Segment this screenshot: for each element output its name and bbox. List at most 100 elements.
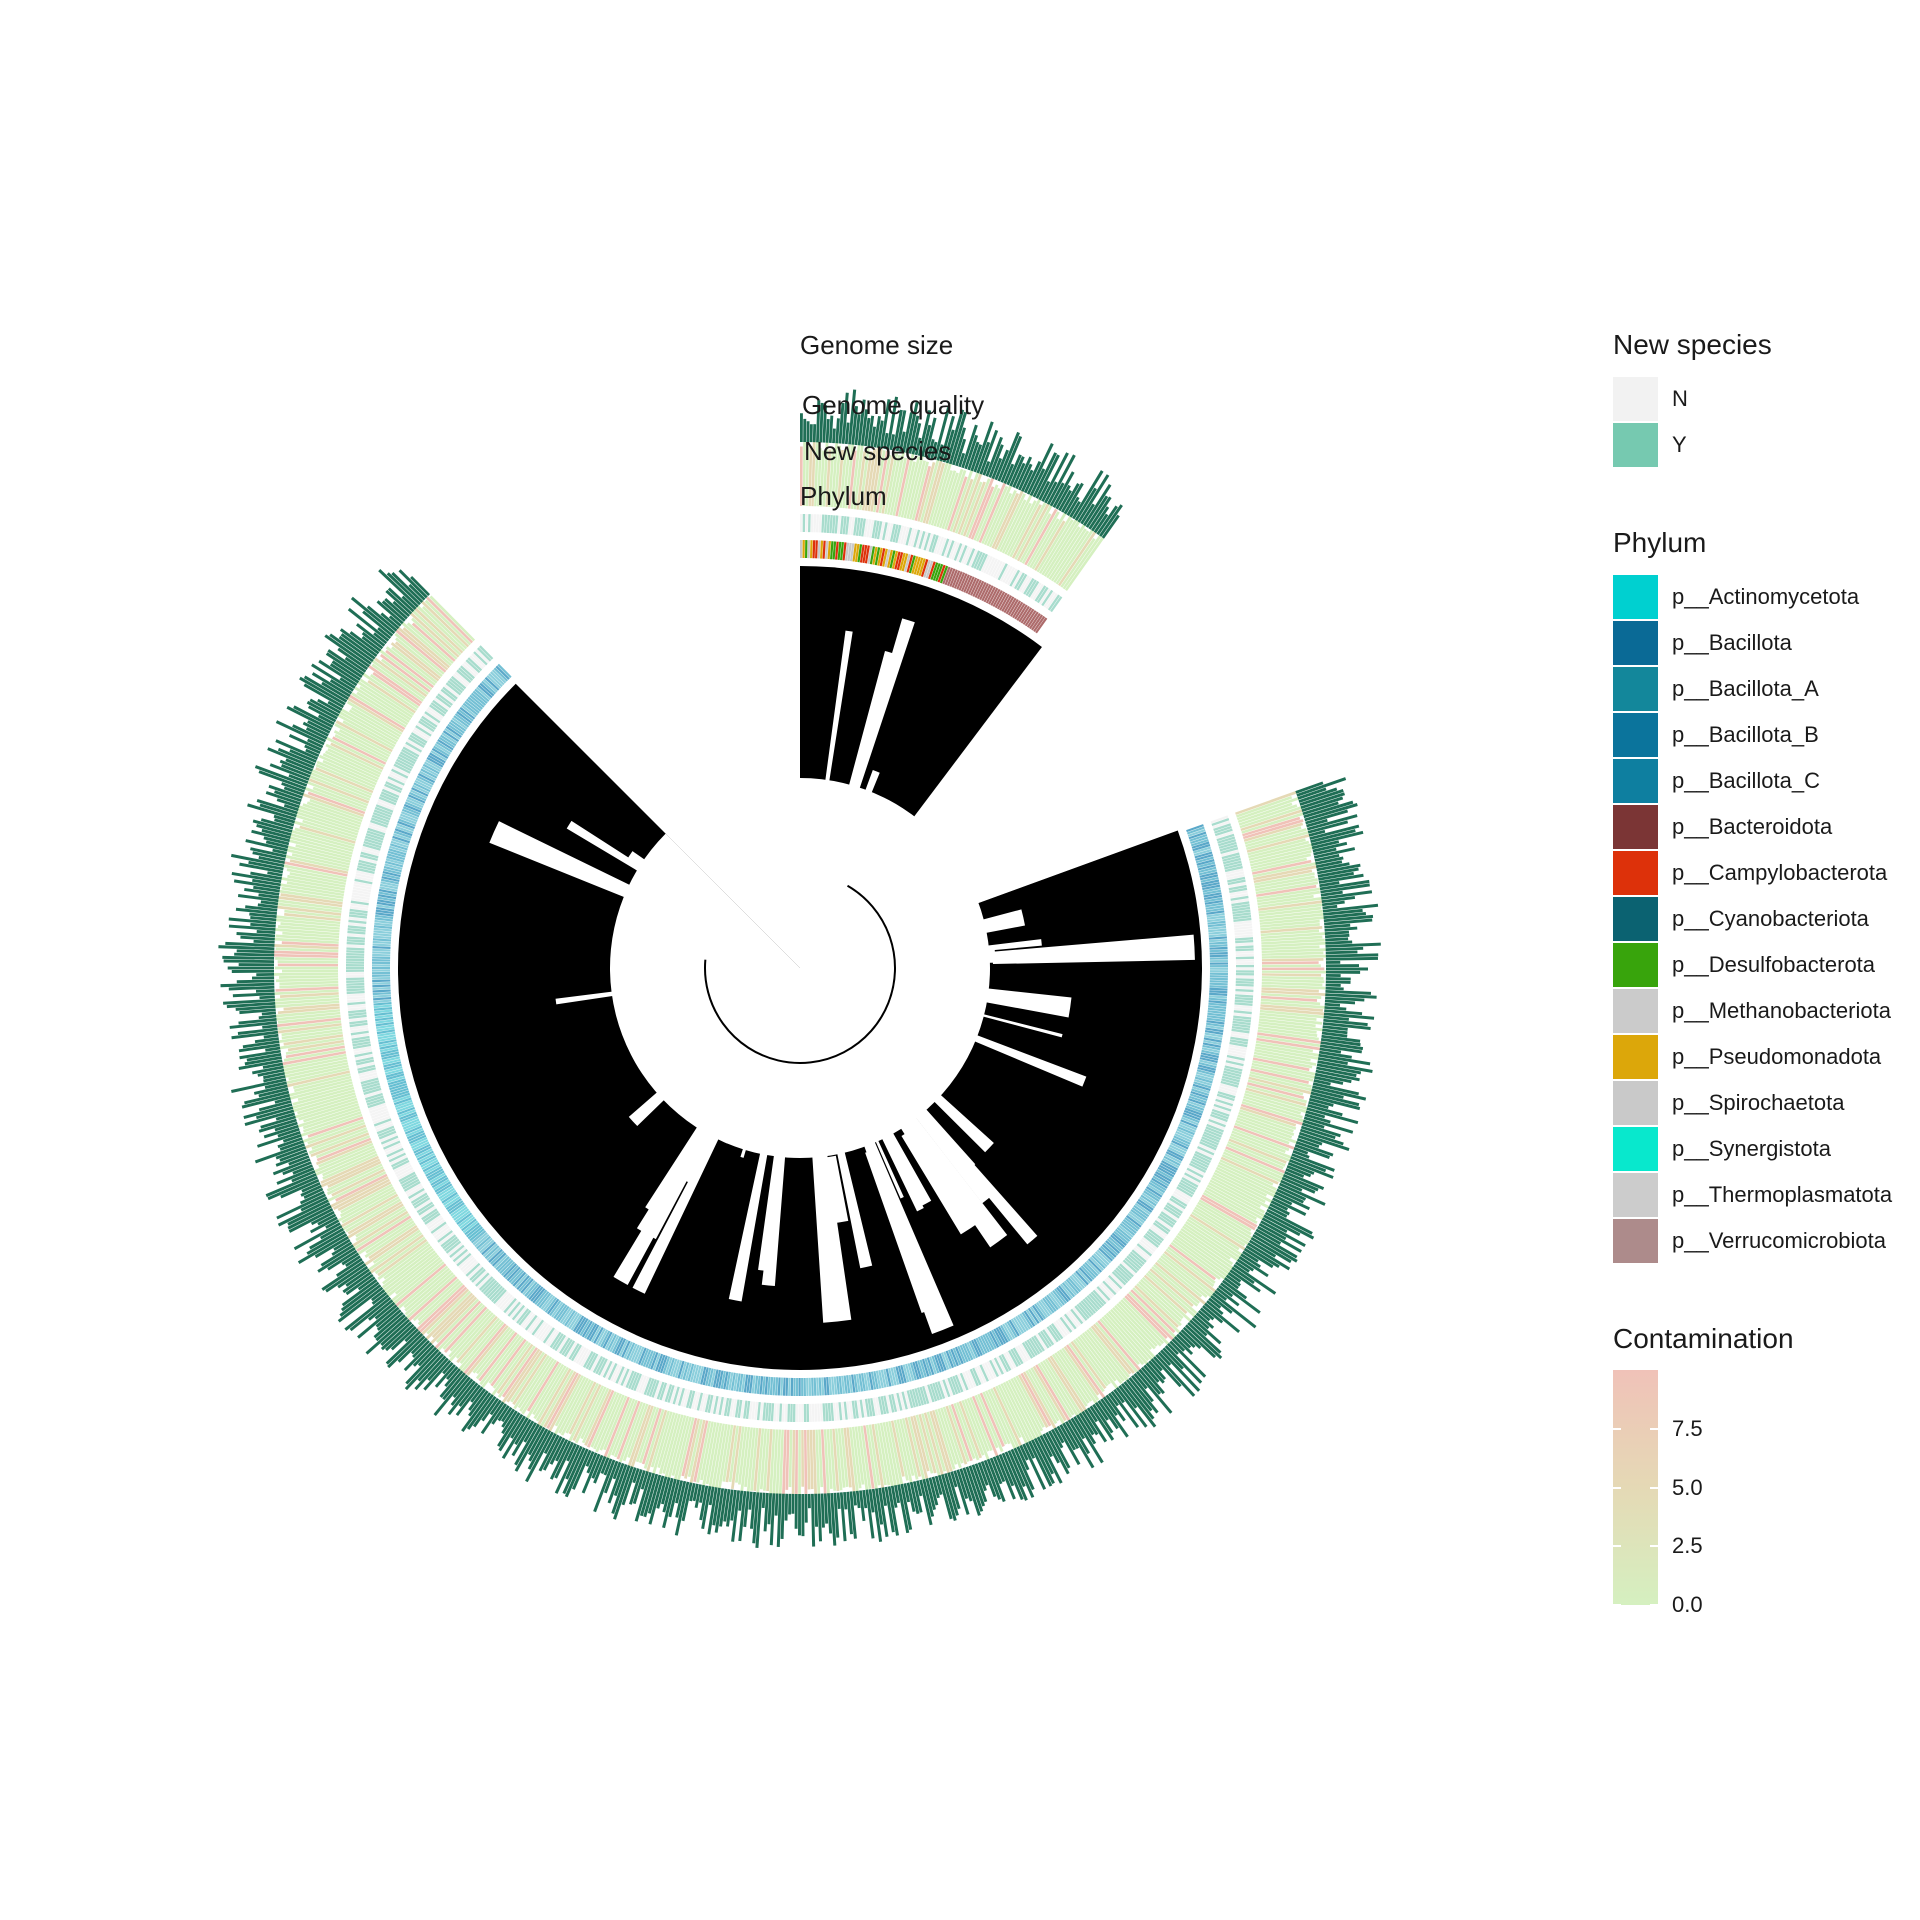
genome-size-ring-bar bbox=[1313, 847, 1337, 856]
phylum-ring-segment bbox=[805, 540, 808, 559]
genome-quality-ring-segment bbox=[1198, 1199, 1252, 1232]
phylum-ring-segment bbox=[1158, 1164, 1176, 1176]
genome-quality-ring-segment bbox=[435, 1298, 480, 1343]
genome-quality-ring-segment bbox=[449, 1308, 490, 1352]
new-species-ring-segment bbox=[628, 1371, 638, 1390]
genome-quality-ring-segment bbox=[794, 1429, 798, 1495]
genome-size-ring-bar bbox=[909, 1481, 920, 1515]
new-species-ring-segment bbox=[1008, 1350, 1019, 1367]
new-species-ring-segment bbox=[1220, 1080, 1239, 1088]
genome-size-ring-bar bbox=[283, 804, 299, 812]
genome-quality-ring-segment bbox=[337, 1181, 392, 1212]
genome-quality-ring-segment bbox=[360, 671, 418, 711]
new-species-ring-segment bbox=[351, 897, 370, 903]
genome-quality-ring-segment bbox=[1201, 1194, 1258, 1228]
genome-quality-ring-segment bbox=[581, 1387, 610, 1444]
new-species-ring-segment bbox=[559, 1337, 571, 1355]
phylum-ring-segment bbox=[767, 1376, 771, 1395]
genome-size-ring-bar bbox=[260, 818, 294, 830]
genome-size-ring-bar bbox=[1000, 435, 1023, 483]
genome-quality-ring-segment bbox=[667, 1415, 687, 1481]
new-species-ring-segment bbox=[346, 985, 365, 989]
phylum-ring-segment bbox=[965, 576, 975, 594]
genome-size-ring-bar bbox=[231, 871, 282, 883]
genome-quality-ring-segment bbox=[281, 1028, 343, 1040]
new-species-ring-segment bbox=[1100, 1282, 1115, 1298]
new-species-ring-segment bbox=[397, 1169, 415, 1180]
genome-size-ring-bar bbox=[986, 1458, 1006, 1503]
phylum-ring-segment bbox=[1189, 1093, 1208, 1101]
genome-size-ring-bar bbox=[1032, 452, 1058, 498]
new-species-ring-segment bbox=[1235, 956, 1254, 960]
genome-size-ring-bar bbox=[311, 663, 354, 692]
new-species-ring-segment bbox=[357, 865, 376, 872]
genome-quality-ring-segment bbox=[412, 605, 464, 654]
phylum-ring-segment bbox=[951, 570, 961, 588]
genome-quality-ring-segment bbox=[1205, 1187, 1266, 1221]
phylum-ring-segment bbox=[425, 759, 443, 770]
genome-quality-ring-segment bbox=[444, 1306, 488, 1353]
phylum-ring-segment bbox=[1027, 1307, 1040, 1324]
new-species-ring-segment bbox=[821, 514, 825, 533]
genome-size-ring-bar bbox=[749, 1491, 756, 1529]
genome-size-ring-bar bbox=[299, 1190, 325, 1205]
new-species-ring-segment bbox=[600, 1359, 611, 1377]
genome-quality-ring-segment bbox=[340, 1193, 399, 1228]
genome-quality-ring-segment bbox=[285, 1078, 353, 1098]
new-species-ring-segment bbox=[484, 1281, 500, 1297]
genome-size-ring-bar bbox=[1311, 830, 1364, 847]
genome-quality-ring-segment bbox=[1242, 1098, 1303, 1119]
genome-size-ring-bar bbox=[293, 1222, 341, 1251]
genome-quality-ring-segment bbox=[1122, 1297, 1172, 1348]
genome-quality-ring-segment bbox=[687, 1419, 703, 1478]
genome-quality-ring-segment bbox=[1188, 1216, 1240, 1251]
genome-size-ring-bar bbox=[327, 700, 343, 711]
genome-quality-ring-segment bbox=[811, 439, 816, 507]
genome-size-ring-bar bbox=[385, 589, 413, 615]
phylum-ring-segment bbox=[427, 754, 445, 766]
genome-quality-ring-segment bbox=[271, 972, 339, 976]
genome-quality-ring-segment bbox=[676, 1417, 695, 1483]
genome-size-ring-bar bbox=[336, 1257, 363, 1277]
new-species-ring-segment bbox=[949, 1376, 959, 1395]
genome-quality-ring-segment bbox=[371, 659, 426, 700]
phylum-ring-segment bbox=[897, 1365, 905, 1384]
genome-size-ring-bar bbox=[480, 1401, 505, 1435]
new-species-ring-segment bbox=[547, 1330, 560, 1347]
genome-quality-ring-segment bbox=[316, 1137, 372, 1162]
phylum-ring-segment bbox=[890, 1367, 897, 1386]
genome-quality-ring-segment bbox=[275, 986, 339, 992]
genome-size-ring-bar bbox=[1292, 1150, 1310, 1159]
genome-quality-ring-segment bbox=[456, 1315, 498, 1364]
genome-quality-ring-segment bbox=[417, 1282, 464, 1326]
phylum-ring-segment bbox=[551, 1301, 564, 1318]
genome-size-ring-bar bbox=[1191, 1317, 1222, 1345]
new-species-ring-segment bbox=[819, 1403, 823, 1422]
genome-size-ring-bar bbox=[1006, 454, 1022, 486]
new-species-ring-segment bbox=[346, 996, 366, 1000]
genome-size-ring-bar bbox=[958, 452, 966, 468]
genome-quality-ring-segment bbox=[1225, 1146, 1286, 1174]
genome-size-ring-bar bbox=[774, 1493, 779, 1516]
new-species-ring-segment bbox=[737, 1399, 743, 1419]
genome-size-ring-bar bbox=[1069, 500, 1081, 518]
genome-quality-ring-segment bbox=[1050, 528, 1087, 582]
new-species-ring-segment bbox=[393, 763, 411, 774]
colorbar-tick-mark bbox=[1650, 1486, 1658, 1489]
phylum-ring-segment bbox=[1035, 617, 1048, 634]
new-species-ring-segment bbox=[979, 1364, 989, 1382]
tree-root-area bbox=[610, 778, 991, 1159]
genome-size-ring-bar bbox=[258, 1100, 292, 1112]
genome-size-ring-bar bbox=[1293, 1147, 1309, 1155]
new-species-ring-segment bbox=[403, 1181, 421, 1192]
phylum-ring-segment bbox=[832, 541, 837, 560]
genome-quality-ring-segment bbox=[1260, 925, 1323, 934]
colorbar-tick-label: 5.0 bbox=[1672, 1474, 1703, 1500]
phylum-ring-segment bbox=[372, 976, 391, 980]
genome-size-ring-bar bbox=[632, 1468, 640, 1484]
genome-size-ring-bar bbox=[1023, 461, 1042, 494]
genome-size-ring-bar bbox=[498, 1413, 524, 1452]
genome-quality-ring-segment bbox=[1240, 1106, 1297, 1127]
new-species-ring-segment bbox=[353, 881, 373, 888]
genome-quality-ring-segment bbox=[281, 969, 339, 973]
